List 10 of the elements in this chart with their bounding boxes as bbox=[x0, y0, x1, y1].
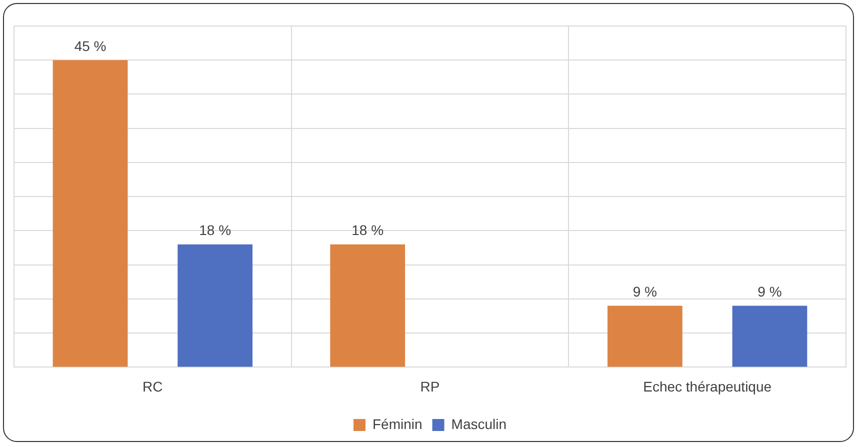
legend-label: Féminin bbox=[372, 416, 422, 432]
data-label: 9 % bbox=[632, 284, 657, 300]
data-label: 9 % bbox=[758, 284, 782, 300]
legend-label: Masculin bbox=[451, 416, 507, 432]
data-label: 18 % bbox=[352, 222, 384, 238]
data-label: 45 % bbox=[74, 38, 106, 54]
x-tick-label: RP bbox=[420, 378, 440, 394]
x-tick-label: RC bbox=[142, 378, 163, 394]
data-label: 18 % bbox=[199, 222, 232, 238]
x-tick-label: Echec thérapeutique bbox=[643, 378, 772, 394]
